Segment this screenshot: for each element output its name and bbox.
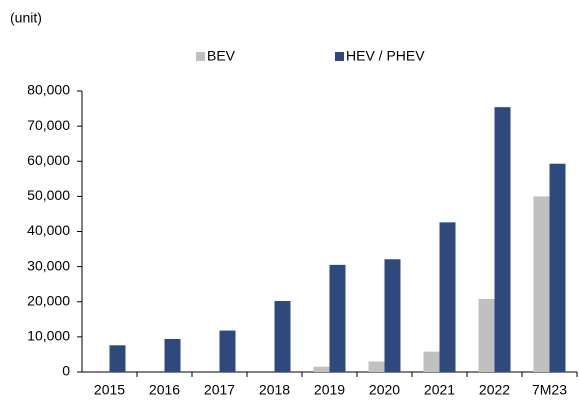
y-tick-label: 50,000 bbox=[27, 187, 70, 203]
x-tick-label: 2017 bbox=[204, 382, 235, 398]
y-tick-label: 40,000 bbox=[27, 222, 70, 238]
bar bbox=[494, 107, 511, 372]
bar bbox=[368, 361, 385, 372]
bar bbox=[219, 330, 236, 372]
legend-label: BEV bbox=[207, 48, 236, 64]
x-tick-label: 2016 bbox=[149, 382, 180, 398]
unit-label: (unit) bbox=[10, 10, 42, 26]
y-tick-label: 60,000 bbox=[27, 152, 70, 168]
x-tick-label: 2015 bbox=[94, 382, 125, 398]
legend-swatch bbox=[196, 52, 205, 61]
x-tick-label: 2021 bbox=[424, 382, 455, 398]
y-tick-label: 30,000 bbox=[27, 257, 70, 273]
bar bbox=[549, 163, 566, 372]
bar bbox=[439, 222, 456, 372]
bar bbox=[329, 264, 346, 372]
x-tick-label: 7M23 bbox=[532, 382, 567, 398]
x-tick-label: 2018 bbox=[259, 382, 290, 398]
bar bbox=[384, 259, 401, 372]
y-tick-label: 70,000 bbox=[27, 117, 70, 133]
y-tick-label: 20,000 bbox=[27, 292, 70, 308]
bar bbox=[533, 196, 550, 372]
bar bbox=[109, 345, 126, 372]
x-tick-label: 2019 bbox=[314, 382, 345, 398]
y-tick-label: 80,000 bbox=[27, 82, 70, 98]
x-tick-label: 2020 bbox=[369, 382, 400, 398]
bar bbox=[313, 366, 330, 372]
bar bbox=[274, 301, 291, 372]
bar bbox=[164, 338, 181, 372]
legend-label: HEV / PHEV bbox=[346, 48, 425, 64]
x-tick-label: 2022 bbox=[479, 382, 510, 398]
bar bbox=[478, 298, 495, 372]
y-tick-label: 0 bbox=[62, 363, 70, 379]
legend-swatch bbox=[335, 52, 344, 61]
bar bbox=[423, 351, 440, 372]
y-tick-label: 10,000 bbox=[27, 328, 70, 344]
